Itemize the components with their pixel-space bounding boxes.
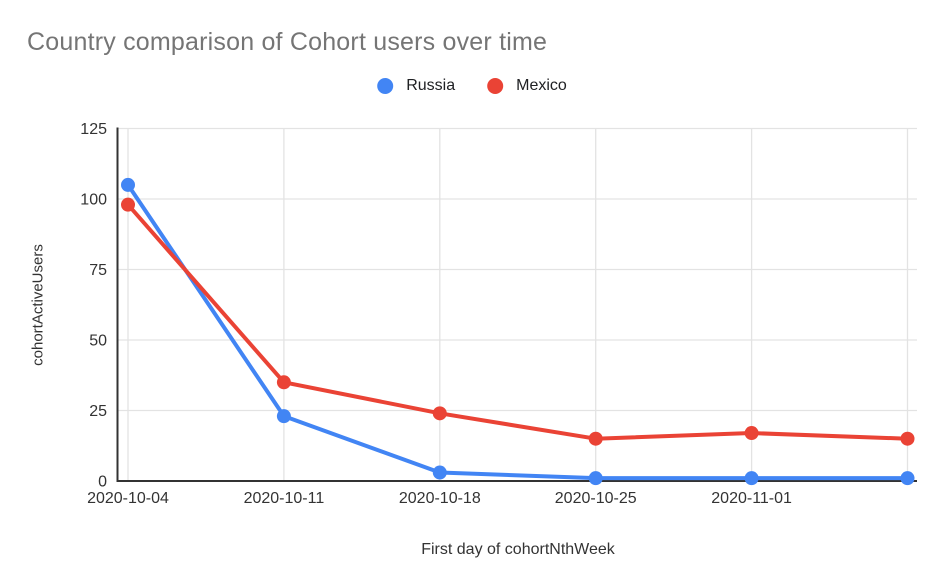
legend-label-mexico: Mexico	[516, 77, 567, 94]
y-tick-label: 50	[89, 333, 107, 350]
legend-label-russia: Russia	[406, 77, 456, 94]
y-tick-label: 125	[80, 121, 107, 138]
data-point-russia	[432, 465, 447, 480]
x-tick-label: 2020-10-04	[87, 490, 169, 507]
data-point-mexico	[432, 406, 447, 421]
data-point-mexico	[744, 426, 759, 441]
series-line-mexico	[126, 202, 910, 441]
y-tick-label: 100	[80, 192, 107, 209]
chart-title: Country comparison of Cohort users over …	[27, 28, 548, 56]
data-point-russia	[900, 471, 915, 486]
x-tick-label: 2020-10-11	[244, 490, 325, 507]
y-axis-title: cohortActiveUsers	[29, 244, 47, 366]
legend-item-mexico[interactable]: Mexico	[487, 77, 567, 95]
data-point-russia	[744, 471, 759, 486]
legend-item-russia[interactable]: Russia	[377, 77, 455, 95]
data-point-mexico	[276, 375, 291, 390]
data-point-mexico	[900, 431, 915, 446]
y-tick-label: 25	[89, 403, 107, 420]
y-tick-label: 0	[98, 474, 107, 491]
data-point-mexico	[121, 197, 135, 212]
data-point-russia	[276, 409, 291, 424]
legend: Russia Mexico	[377, 77, 567, 95]
x-tick-label: 2020-10-18	[399, 490, 481, 507]
y-tick-label: 75	[89, 262, 107, 279]
data-point-russia	[588, 471, 603, 486]
data-point-russia	[121, 177, 135, 192]
x-tick-label: 2020-10-25	[555, 490, 637, 507]
x-tick-label: 2020-11-01	[711, 490, 792, 507]
russia-series-swatch-icon	[377, 78, 394, 94]
data-point-mexico	[588, 431, 603, 446]
mexico-series-swatch-icon	[487, 78, 504, 94]
x-axis-title: First day of cohortNthWeek	[421, 541, 615, 558]
series-line-russia	[126, 182, 910, 481]
